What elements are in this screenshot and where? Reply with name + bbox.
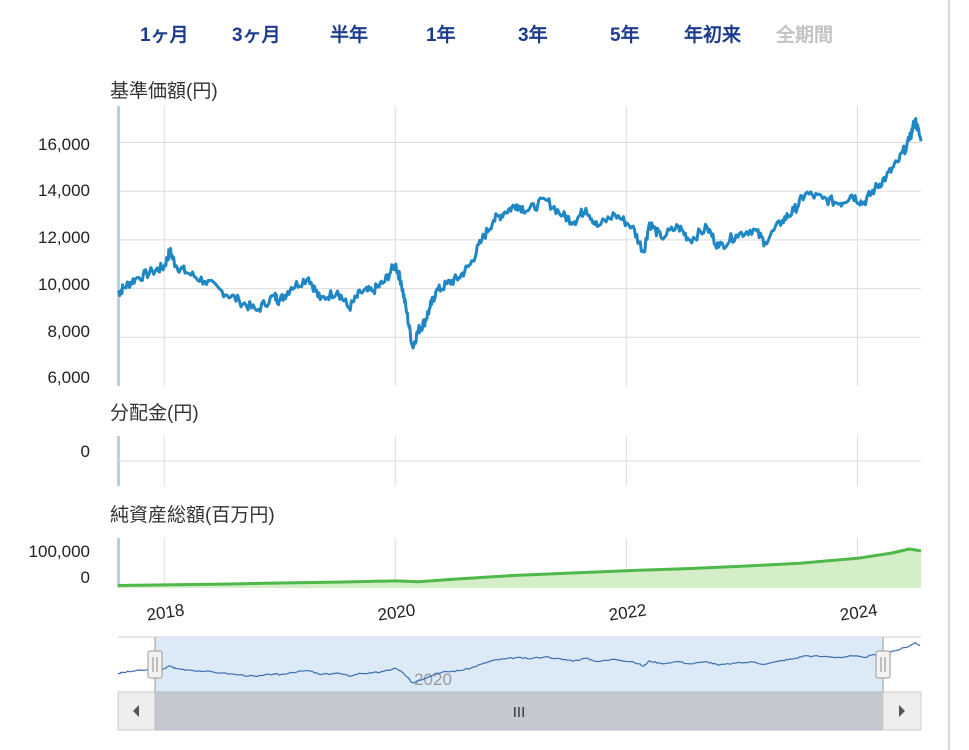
dividend-panel: 0 (81, 436, 921, 486)
navigator-tick-2020: 2020 (414, 670, 452, 689)
scrollbar-grip: III (513, 704, 526, 721)
navigator-handle-left[interactable] (147, 650, 163, 679)
nav-series-line (117, 117, 923, 350)
range-button-1m[interactable]: 1ヶ月 (140, 25, 189, 46)
nav-ytick-16000: 16,000 (38, 135, 90, 154)
net-assets-area (118, 549, 921, 588)
scrollbar-left-arrow[interactable] (117, 691, 156, 731)
range-button-3m[interactable]: 3ヶ月 (232, 25, 281, 46)
range-button-1y[interactable]: 1年 (426, 25, 456, 46)
navigator-handle-right[interactable] (875, 650, 891, 679)
x-tick-2020: 2020 (376, 601, 416, 625)
net-assets-chart-title: 純資産総額(百万円) (110, 505, 275, 526)
scrollbar-thumb[interactable]: III (154, 691, 884, 731)
x-tick-2022: 2022 (608, 601, 648, 625)
x-axis-labels: 2018 2020 2022 2024 (145, 601, 878, 625)
range-button-3y[interactable]: 3年 (518, 25, 548, 46)
navigator-series-line (117, 641, 921, 684)
x-tick-2018: 2018 (145, 601, 185, 625)
net-assets-ytick-100000: 100,000 (29, 542, 90, 561)
range-button-5y[interactable]: 5年 (610, 25, 640, 46)
nav-ytick-6000: 6,000 (47, 368, 90, 387)
dividend-chart-title: 分配金(円) (110, 403, 199, 424)
navigator-selection-mask (155, 637, 883, 692)
nav-ytick-14000: 14,000 (38, 181, 90, 200)
range-button-6m[interactable]: 半年 (330, 25, 369, 46)
dividend-ytick-0: 0 (81, 442, 90, 461)
range-button-ytd[interactable]: 年初来 (684, 25, 742, 46)
nav-panel: 16,000 14,000 12,000 10,000 8,000 6,000 (38, 106, 923, 387)
x-tick-2024: 2024 (839, 601, 879, 625)
scrollbar-right-arrow[interactable] (882, 691, 922, 731)
chevron-right-icon (899, 705, 905, 717)
nav-ytick-12000: 12,000 (38, 228, 90, 247)
net-assets-line (117, 547, 922, 587)
chevron-left-icon (133, 705, 139, 717)
net-assets-ytick-0: 0 (81, 568, 90, 587)
navigator: 2020 (117, 636, 921, 692)
nav-chart-title: 基準価額(円) (110, 81, 218, 102)
scrollbar: III (117, 691, 922, 731)
nav-ytick-8000: 8,000 (47, 322, 90, 341)
scrollbar-track[interactable] (117, 691, 922, 731)
panel-right-border (948, 0, 950, 750)
range-button-all: 全期間 (776, 25, 834, 46)
nav-ytick-10000: 10,000 (38, 275, 90, 294)
net-assets-panel: 100,000 0 (29, 538, 922, 588)
